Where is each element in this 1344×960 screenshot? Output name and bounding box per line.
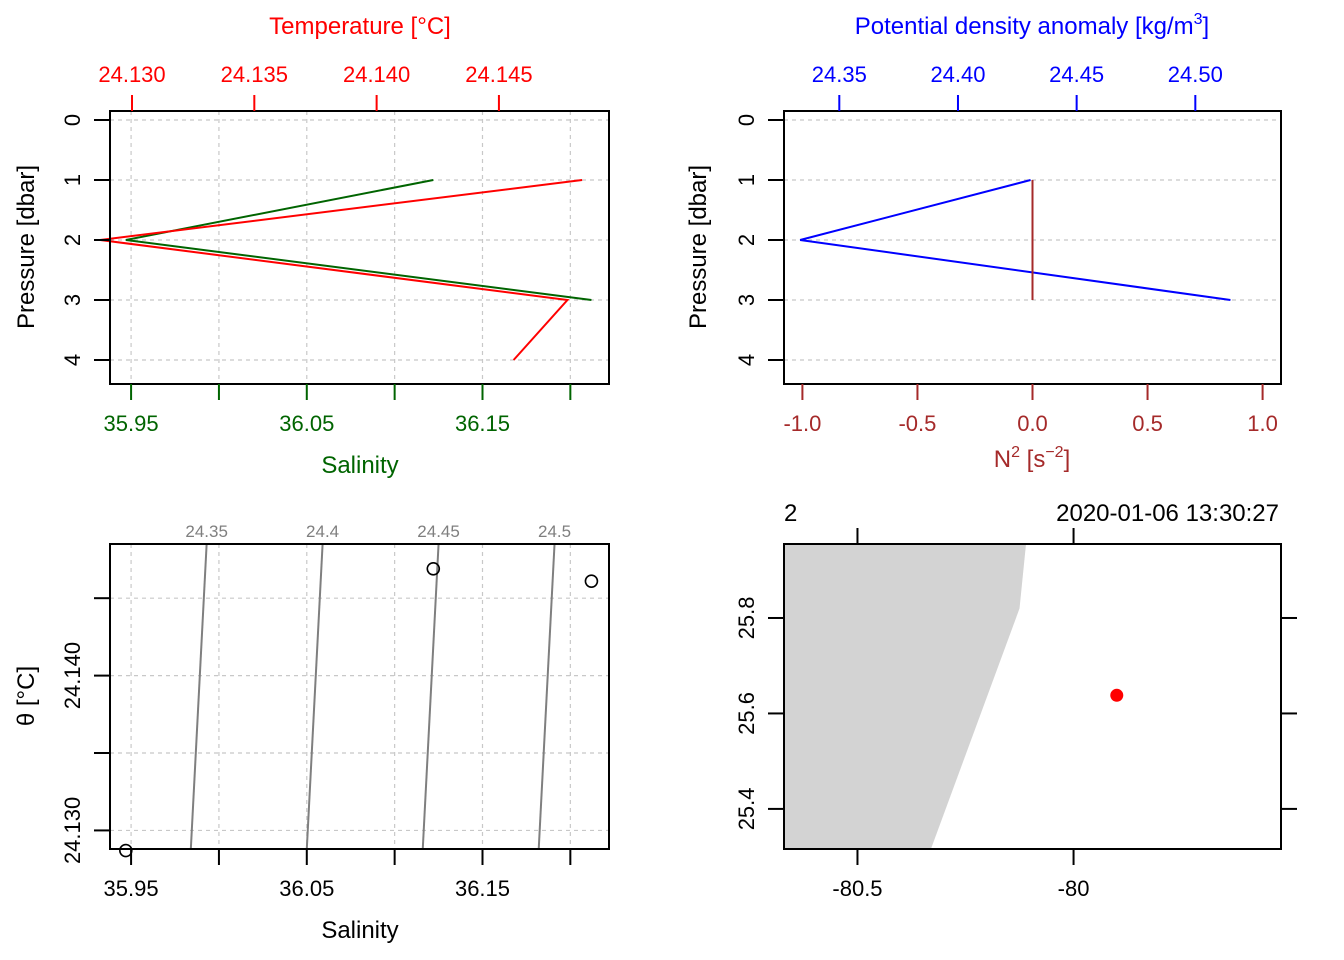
p1-pressure-ticks: 0 1 2 3 4 — [60, 114, 110, 366]
p4-land-polygon — [784, 544, 1027, 849]
p3-theta-axis-title: θ [°C] — [13, 666, 40, 726]
p4-station-marker — [1110, 688, 1124, 702]
p4-timestamp: 2020-01-06 13:30:27 — [1056, 500, 1279, 527]
p2-n2-ticks: -1.0 -0.5 0.0 0.5 1.0 — [783, 384, 1278, 436]
p3-salinity-tick-label-1: 36.05 — [279, 876, 334, 901]
p2-density-title-superscript: 3 — [1194, 11, 1203, 28]
p4-land — [784, 544, 1027, 849]
p4-map-frame — [783, 543, 1282, 850]
p2-n2-title-mid: [s — [1020, 446, 1045, 473]
p3-isopycnal-label-0: 24.35 — [185, 522, 228, 541]
p2-n2-axis-title: N2 [s−2] — [994, 444, 1071, 473]
p3-isopycnal-label-1: 24.4 — [306, 522, 339, 541]
p2-n2-tick-label-2: 0.0 — [1017, 411, 1048, 436]
p3-plot-frame — [109, 543, 610, 850]
p2-n2-title-superscript: 2 — [1011, 444, 1020, 461]
p2-n2-tick-label-0: -1.0 — [783, 411, 821, 436]
p3-isopycnal-line-1 — [305, 543, 324, 850]
p1-top-tick-label-3: 24.145 — [465, 62, 532, 87]
panel-station-map: -80.5 -80 25.4 25.6 25.8 2 2020-01-06 13:30… — [734, 500, 1297, 901]
p2-n2-title-text: N — [994, 446, 1011, 473]
p2-pressure-tick-label-1: 1 — [734, 174, 759, 186]
p3-isopycnal-label-2: 24.45 — [417, 522, 460, 541]
p3-ts-point-2 — [584, 574, 599, 588]
p2-n2-tick-label-3: 0.5 — [1132, 411, 1163, 436]
panel-density-n2-profile: 0 1 2 3 4 24.35 24.40 24.45 24.50 -1.0 -0.5 0.0 0.… — [685, 11, 1282, 473]
p4-longitude-tick-label-0: -80.5 — [832, 876, 882, 901]
p3-isopycnal-line-3 — [537, 543, 556, 850]
p2-top-tick-label-1: 24.40 — [930, 62, 985, 87]
p1-plot-frame — [109, 110, 610, 385]
p4-station — [1110, 688, 1124, 702]
p2-density-axis-title: Potential density anomaly [kg/m3] — [855, 11, 1209, 40]
p4-longitude-ticks: -80.5 -80 — [832, 528, 1089, 901]
p1-pressure-tick-label-1: 1 — [60, 174, 85, 186]
p3-ts-point-1 — [426, 561, 441, 576]
p2-pressure-tick-label-4: 4 — [734, 354, 759, 366]
p2-pressure-ticks: 0 1 2 3 4 — [734, 114, 784, 366]
p2-top-tick-label-0: 24.35 — [812, 62, 867, 87]
p3-salinity-tick-label-2: 36.15 — [455, 876, 510, 901]
p4-latitude-ticks: 25.4 25.6 25.8 — [734, 597, 1297, 830]
p1-salinity-tick-label-0: 35.95 — [104, 411, 159, 436]
p1-pressure-tick-label-0: 0 — [60, 114, 85, 126]
p3-theta-tick-label-0: 24.130 — [60, 797, 85, 864]
p2-pressure-tick-label-2: 2 — [734, 234, 759, 246]
p1-series-line-0 — [125, 179, 592, 301]
p3-grid — [110, 544, 609, 849]
p3-isopycnal-line-0 — [189, 543, 208, 850]
p3-theta-ticks: 24.130 24.140 — [60, 597, 110, 864]
p3-salinity-axis-title: Salinity — [321, 917, 398, 944]
p2-density-title-end: ] — [1203, 13, 1210, 40]
p2-series-line-0 — [799, 179, 1231, 301]
p1-salinity-ticks: 35.95 36.05 36.15 — [104, 384, 572, 436]
p1-top-tick-label-2: 24.140 — [343, 62, 410, 87]
p1-grid — [110, 111, 609, 384]
p3-isopycnals: 24.35 24.4 24.45 24.5 — [185, 522, 571, 850]
p1-pressure-tick-label-3: 3 — [60, 294, 85, 306]
p1-pressure-tick-label-2: 2 — [60, 234, 85, 246]
p3-salinity-ticks: 35.95 36.05 36.15 — [104, 849, 572, 901]
p3-salinity-tick-label-0: 35.95 — [104, 876, 159, 901]
p2-density-ticks: 24.35 24.40 24.45 24.50 — [812, 62, 1223, 111]
p1-salinity-tick-label-1: 36.05 — [279, 411, 334, 436]
p2-pressure-tick-label-0: 0 — [734, 114, 759, 126]
p2-top-tick-label-2: 24.45 — [1049, 62, 1104, 87]
p3-isopycnal-line-2 — [421, 543, 440, 850]
p4-longitude-tick-label-1: -80 — [1058, 876, 1090, 901]
p1-temperature-axis-title: Temperature [°C] — [269, 13, 451, 40]
panel-temperature-salinity-profile: 0 1 2 3 4 24.130 24.135 24.140 24.145 35.95 36.0… — [13, 13, 610, 479]
p1-top-tick-label-1: 24.135 — [221, 62, 288, 87]
p3-points — [119, 561, 599, 858]
p2-n2-tick-label-1: -0.5 — [898, 411, 936, 436]
p2-n2-title-end: ] — [1064, 446, 1071, 473]
p1-temperature-ticks: 24.130 24.135 24.140 24.145 — [98, 62, 533, 111]
p2-n2-title-superscript-2: −2 — [1045, 444, 1063, 461]
p1-series-line-1 — [100, 179, 583, 361]
p1-pressure-tick-label-4: 4 — [60, 354, 85, 366]
p1-pressure-axis-title: Pressure [dbar] — [13, 165, 40, 329]
panel-ts-diagram: 24.35 24.4 24.45 24.5 35.95 36.05 36.15 24.13… — [13, 522, 610, 944]
p4-station-label: 2 — [784, 500, 797, 527]
p1-top-tick-label-0: 24.130 — [98, 62, 165, 87]
p1-salinity-axis-title: Salinity — [321, 452, 398, 479]
p3-isopycnal-label-3: 24.5 — [538, 522, 571, 541]
p3-theta-tick-label-1: 24.140 — [60, 642, 85, 709]
p4-latitude-tick-label-2: 25.8 — [734, 597, 759, 640]
p2-series — [799, 179, 1231, 301]
p1-salinity-tick-label-2: 36.15 — [455, 411, 510, 436]
p2-pressure-tick-label-3: 3 — [734, 294, 759, 306]
p3-ts-point-0 — [119, 843, 133, 858]
p2-n2-tick-label-4: 1.0 — [1247, 411, 1278, 436]
p4-latitude-tick-label-1: 25.6 — [734, 692, 759, 735]
p2-pressure-axis-title: Pressure [dbar] — [685, 165, 712, 329]
p2-density-title-text: Potential density anomaly [kg/m — [855, 13, 1194, 40]
p2-top-tick-label-3: 24.50 — [1168, 62, 1223, 87]
p4-latitude-tick-label-0: 25.4 — [734, 787, 759, 830]
p1-series — [100, 179, 592, 361]
